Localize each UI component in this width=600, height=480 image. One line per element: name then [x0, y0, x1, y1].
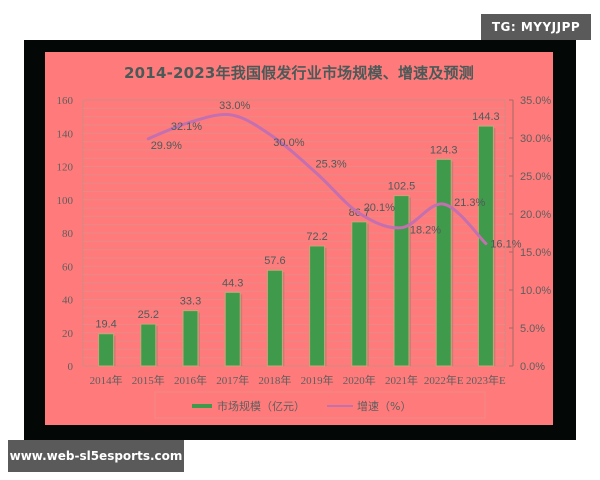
growth-value-label: 32.1%: [171, 121, 202, 133]
growth-value-label: 29.9%: [151, 140, 182, 152]
bar-value-label: 44.3: [222, 277, 243, 289]
growth-value-label: 18.2%: [410, 225, 441, 237]
chart-plot: 0 20 40 60 80 100 120 140 160 0.0% 5.0% 10.0% 15.0% 2…: [57, 95, 551, 419]
x-axis-tick-label: 2015年: [132, 373, 165, 387]
y-axis-tick-label: 140: [57, 128, 74, 140]
bar-market-size: [435, 158, 452, 367]
y-axis-tick-label: 40: [62, 295, 74, 307]
x-axis-tick-label: 2019年: [301, 373, 334, 387]
bar-value-label: 19.4: [95, 319, 116, 331]
growth-value-label: 33.0%: [219, 100, 250, 112]
y2-axis-tick-label: 15.0%: [520, 247, 551, 259]
bar-market-size: [477, 125, 494, 367]
bar-market-size: [140, 323, 157, 367]
x-axis-tick-label: 2020年: [343, 373, 376, 387]
bar-value-label: 124.3: [430, 144, 458, 156]
y-axis-tick-label: 120: [57, 162, 74, 174]
legend-box: [154, 391, 486, 419]
bar-market-size: [182, 310, 199, 367]
y2-axis-tick-label: 30.0%: [520, 133, 551, 145]
chart-title: 2014-2023年我国假发行业市场规模、增速及预测: [124, 64, 474, 82]
watermark-top-right: TG: MYYJJPP: [481, 14, 591, 40]
bar-value-label: 25.2: [138, 309, 159, 321]
x-axis-tick-label: 2016年: [174, 373, 207, 387]
bar-value-label: 33.3: [180, 296, 201, 308]
bar-value-label: 102.5: [388, 181, 416, 193]
y-axis-tick-label: 160: [57, 95, 74, 107]
x-axis-tick-label: 2014年: [90, 373, 123, 387]
y2-axis-tick-label: 0.0%: [520, 361, 545, 373]
legend-bar-swatch: [192, 404, 212, 408]
bar-value-label: 72.2: [306, 231, 327, 243]
growth-value-label: 30.0%: [273, 137, 304, 149]
bar-market-size: [266, 269, 283, 367]
chart-panel: 2014-2023年我国假发行业市场规模、增速及预测 0 20 40 60 80 100 1…: [45, 52, 553, 425]
watermark-bottom-left: www.web-sl5esports.com: [8, 440, 184, 472]
bar-market-size: [98, 333, 115, 367]
legend-label-market-size: 市场规模（亿元）: [217, 399, 305, 413]
bar-market-size: [393, 195, 410, 367]
x-axis-tick-label: 2021年: [385, 373, 418, 387]
y-axis-tick-label: 60: [62, 261, 74, 273]
growth-value-label: 21.3%: [454, 197, 485, 209]
bar-market-size: [309, 245, 326, 367]
y2-axis-tick-label: 10.0%: [520, 285, 551, 297]
y2-axis-tick-label: 20.0%: [520, 209, 551, 221]
x-axis-tick-label: 2022年E: [424, 373, 464, 387]
legend: 市场规模（亿元） 增速（%）: [154, 391, 486, 419]
y-axis-tick-label: 20: [62, 328, 74, 340]
growth-value-label: 25.3%: [315, 159, 346, 171]
growth-value-label: 20.1%: [364, 202, 395, 214]
x-axis-tick-label: 2023年E: [466, 373, 506, 387]
y-axis-tick-label: 100: [57, 195, 74, 207]
bar-market-size: [224, 291, 241, 367]
growth-value-label: 16.1%: [490, 239, 521, 251]
y2-axis-tick-label: 5.0%: [520, 323, 545, 335]
y-axis-tick-label: 0: [68, 361, 74, 373]
y2-axis-tick-label: 35.0%: [520, 95, 551, 107]
bar-value-label: 57.6: [264, 255, 285, 267]
legend-label-growth-rate: 增速（%）: [357, 399, 411, 413]
y2-axis-tick-label: 25.0%: [520, 171, 551, 183]
growth-rate-line: [146, 113, 488, 246]
y-axis-tick-label: 80: [62, 228, 74, 240]
x-axis-tick-label: 2017年: [216, 373, 249, 387]
x-axis-tick-label: 2018年: [258, 373, 291, 387]
bar-value-label: 144.3: [472, 111, 500, 123]
bar-market-size: [351, 221, 368, 367]
